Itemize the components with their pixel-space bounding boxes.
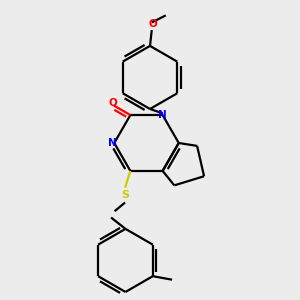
Text: N: N — [158, 110, 167, 120]
Text: N: N — [108, 138, 117, 148]
Text: S: S — [121, 190, 129, 200]
Text: O: O — [148, 20, 157, 29]
Text: O: O — [108, 98, 117, 108]
